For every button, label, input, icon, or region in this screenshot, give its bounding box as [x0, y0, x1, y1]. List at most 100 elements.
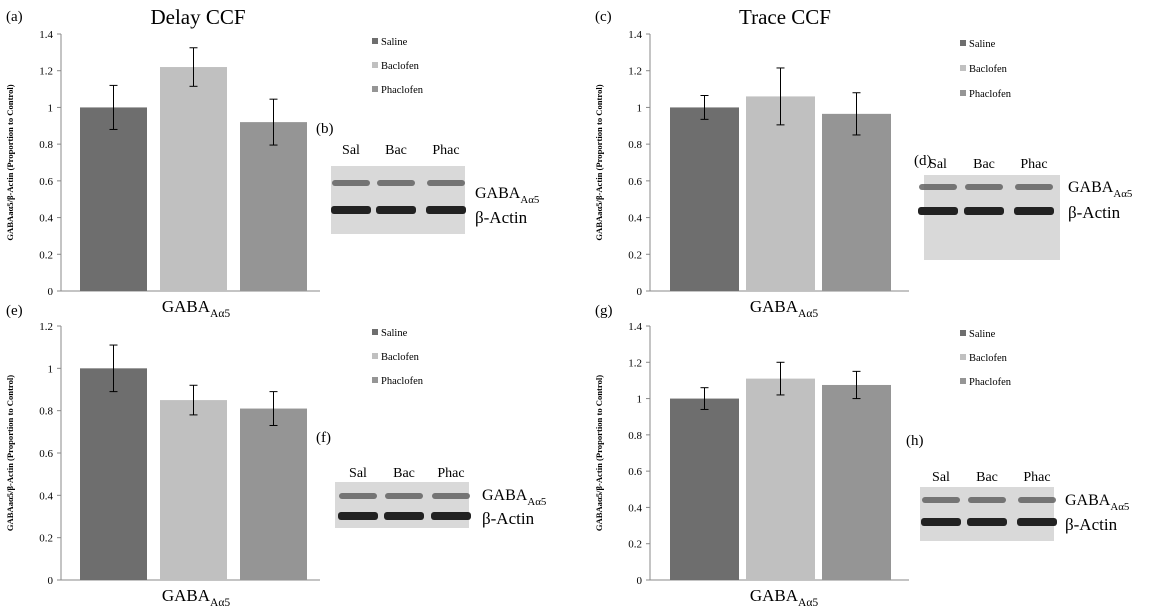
legend-label-saline: Saline: [381, 37, 408, 48]
y-tick-label: 1.4: [628, 29, 642, 41]
chart-panel-c: (c) Trace CCF 0 0.2 0.4 0.6 0.8 1 1.2 1.4 GABAaα5/…: [594, 5, 1133, 320]
blot-label-h: (h): [906, 433, 924, 449]
blot-gaba-label-subscript: Aα5: [1113, 188, 1133, 200]
western-blot-image: [335, 482, 471, 528]
bar-saline: [80, 107, 147, 291]
legend-swatch-baclofen: [372, 353, 378, 359]
y-tick-label: 0.8: [39, 139, 53, 151]
bar-phaclofen: [240, 122, 307, 291]
y-tick-label: 0.6: [628, 466, 642, 478]
y-axis-label: GABAaα5/β-Actin (Proportion to Control): [5, 84, 15, 240]
actin-band: [967, 518, 1007, 526]
legend-swatch-saline: [372, 38, 378, 44]
gaba-band: [432, 493, 470, 499]
blot-gaba-label-subscript: Aα5: [520, 194, 540, 206]
actin-band: [331, 206, 371, 214]
x-axis-label-e-base: GABA: [162, 586, 211, 605]
western-blot-image: [920, 487, 1057, 541]
y-tick-label: 0.2: [628, 249, 642, 261]
legend-swatch-phaclofen: [960, 90, 966, 96]
y-tick-label: 0: [48, 286, 54, 298]
actin-band: [426, 206, 466, 214]
y-tick-label: 0: [637, 575, 643, 587]
y-tick-label: 0: [637, 286, 643, 298]
blot-label-f: (f): [316, 430, 331, 446]
legend-swatch-baclofen: [372, 62, 378, 68]
y-tick-label: 0: [48, 575, 54, 587]
actin-band: [384, 512, 424, 520]
blot-lane-label: Sal: [342, 143, 360, 158]
x-axis-label-e-subscript: Aα5: [210, 596, 230, 606]
y-tick-label: 1: [48, 363, 54, 375]
gaba-band: [965, 184, 1003, 190]
y-tick-label: 0.6: [39, 448, 53, 460]
chart-title-c: Trace CCF: [739, 5, 831, 29]
y-axis-label: GABAaα5/β-Actin (Proportion to Control): [5, 375, 15, 531]
blot-lane-label: Bac: [385, 143, 407, 158]
blot-gaba-label: GABAAα5: [1068, 179, 1133, 200]
blot-label-d: (d): [914, 153, 932, 169]
y-tick-label: 1.4: [628, 321, 642, 333]
legend-swatch-saline: [960, 40, 966, 46]
blot-gaba-label-subscript: Aα5: [527, 496, 547, 508]
y-tick-label: 0.2: [628, 539, 642, 551]
blot-lane-label: Phac: [1020, 157, 1047, 172]
gaba-band: [919, 184, 957, 190]
blot-lane-label: Bac: [393, 466, 415, 481]
legend-label-phaclofen: Phaclofen: [969, 89, 1012, 100]
western-blot-image: [918, 175, 1060, 260]
blot-background: [331, 166, 465, 234]
y-tick-label: 1.2: [39, 66, 53, 78]
legend-swatch-saline: [960, 330, 966, 336]
blot-label-b: (b): [316, 121, 334, 137]
blot-lane-label: Bac: [973, 157, 995, 172]
blot-lane-label: Sal: [932, 470, 950, 485]
blot-lane-label: Phac: [437, 466, 464, 481]
blot-gaba-label: GABAAα5: [475, 185, 540, 206]
legend-label-baclofen: Baclofen: [969, 64, 1008, 75]
y-tick-label: 0.4: [39, 213, 53, 225]
actin-band: [1017, 518, 1057, 526]
blot-actin-label: β-Actin: [1065, 515, 1118, 534]
bar-phaclofen: [822, 384, 891, 580]
chart-panel-g: (g) 0 0.2 0.4 0.6 0.8 1 1.2 1.4 GABAaα5/β-Actin (…: [594, 303, 1130, 606]
bar-saline: [670, 107, 739, 291]
bar-baclofen: [746, 378, 815, 580]
bar-baclofen: [160, 400, 227, 580]
actin-band: [921, 518, 961, 526]
actin-band: [964, 207, 1004, 215]
blot-gaba-label: GABAAα5: [1065, 492, 1130, 513]
actin-band: [1014, 207, 1054, 215]
y-tick-label: 0.4: [628, 502, 642, 514]
panel-label-a: (a): [6, 9, 23, 25]
blot-gaba-label-base: GABA: [1065, 492, 1111, 509]
legend-swatch-saline: [372, 329, 378, 335]
y-tick-label: 1.2: [39, 321, 53, 333]
blot-lane-label: Phac: [1023, 470, 1050, 485]
y-tick-label: 0.6: [39, 176, 53, 188]
blot-lane-label: Phac: [432, 143, 459, 158]
legend-label-baclofen: Baclofen: [381, 61, 420, 72]
x-axis-label-c-base: GABA: [750, 297, 799, 316]
y-tick-label: 1: [637, 394, 643, 406]
y-tick-label: 0.8: [39, 406, 53, 418]
chart-panel-e: (e) 0 0.2 0.4 0.6 0.8 1 1.2 GABAaα5/β-Actin (Pro…: [5, 303, 547, 606]
blot-lane-label: Sal: [929, 157, 947, 172]
blot-gaba-label-subscript: Aα5: [1110, 501, 1130, 513]
legend-swatch-phaclofen: [372, 377, 378, 383]
blot-actin-label: β-Actin: [482, 509, 535, 528]
y-tick-label: 0.4: [628, 213, 642, 225]
x-axis-label-a: GABAAα5: [162, 297, 231, 320]
x-axis-label-g-base: GABA: [750, 586, 799, 605]
blot-actin-label: β-Actin: [1068, 203, 1121, 222]
blot-background: [335, 482, 469, 528]
actin-band: [918, 207, 958, 215]
blot-actin-label: β-Actin: [475, 208, 528, 227]
y-tick-label: 1.4: [39, 29, 53, 41]
actin-band: [338, 512, 378, 520]
western-blot-image: [331, 166, 466, 234]
blot-background: [920, 487, 1054, 541]
legend-label-phaclofen: Phaclofen: [969, 377, 1012, 388]
y-tick-label: 0.2: [39, 249, 53, 261]
